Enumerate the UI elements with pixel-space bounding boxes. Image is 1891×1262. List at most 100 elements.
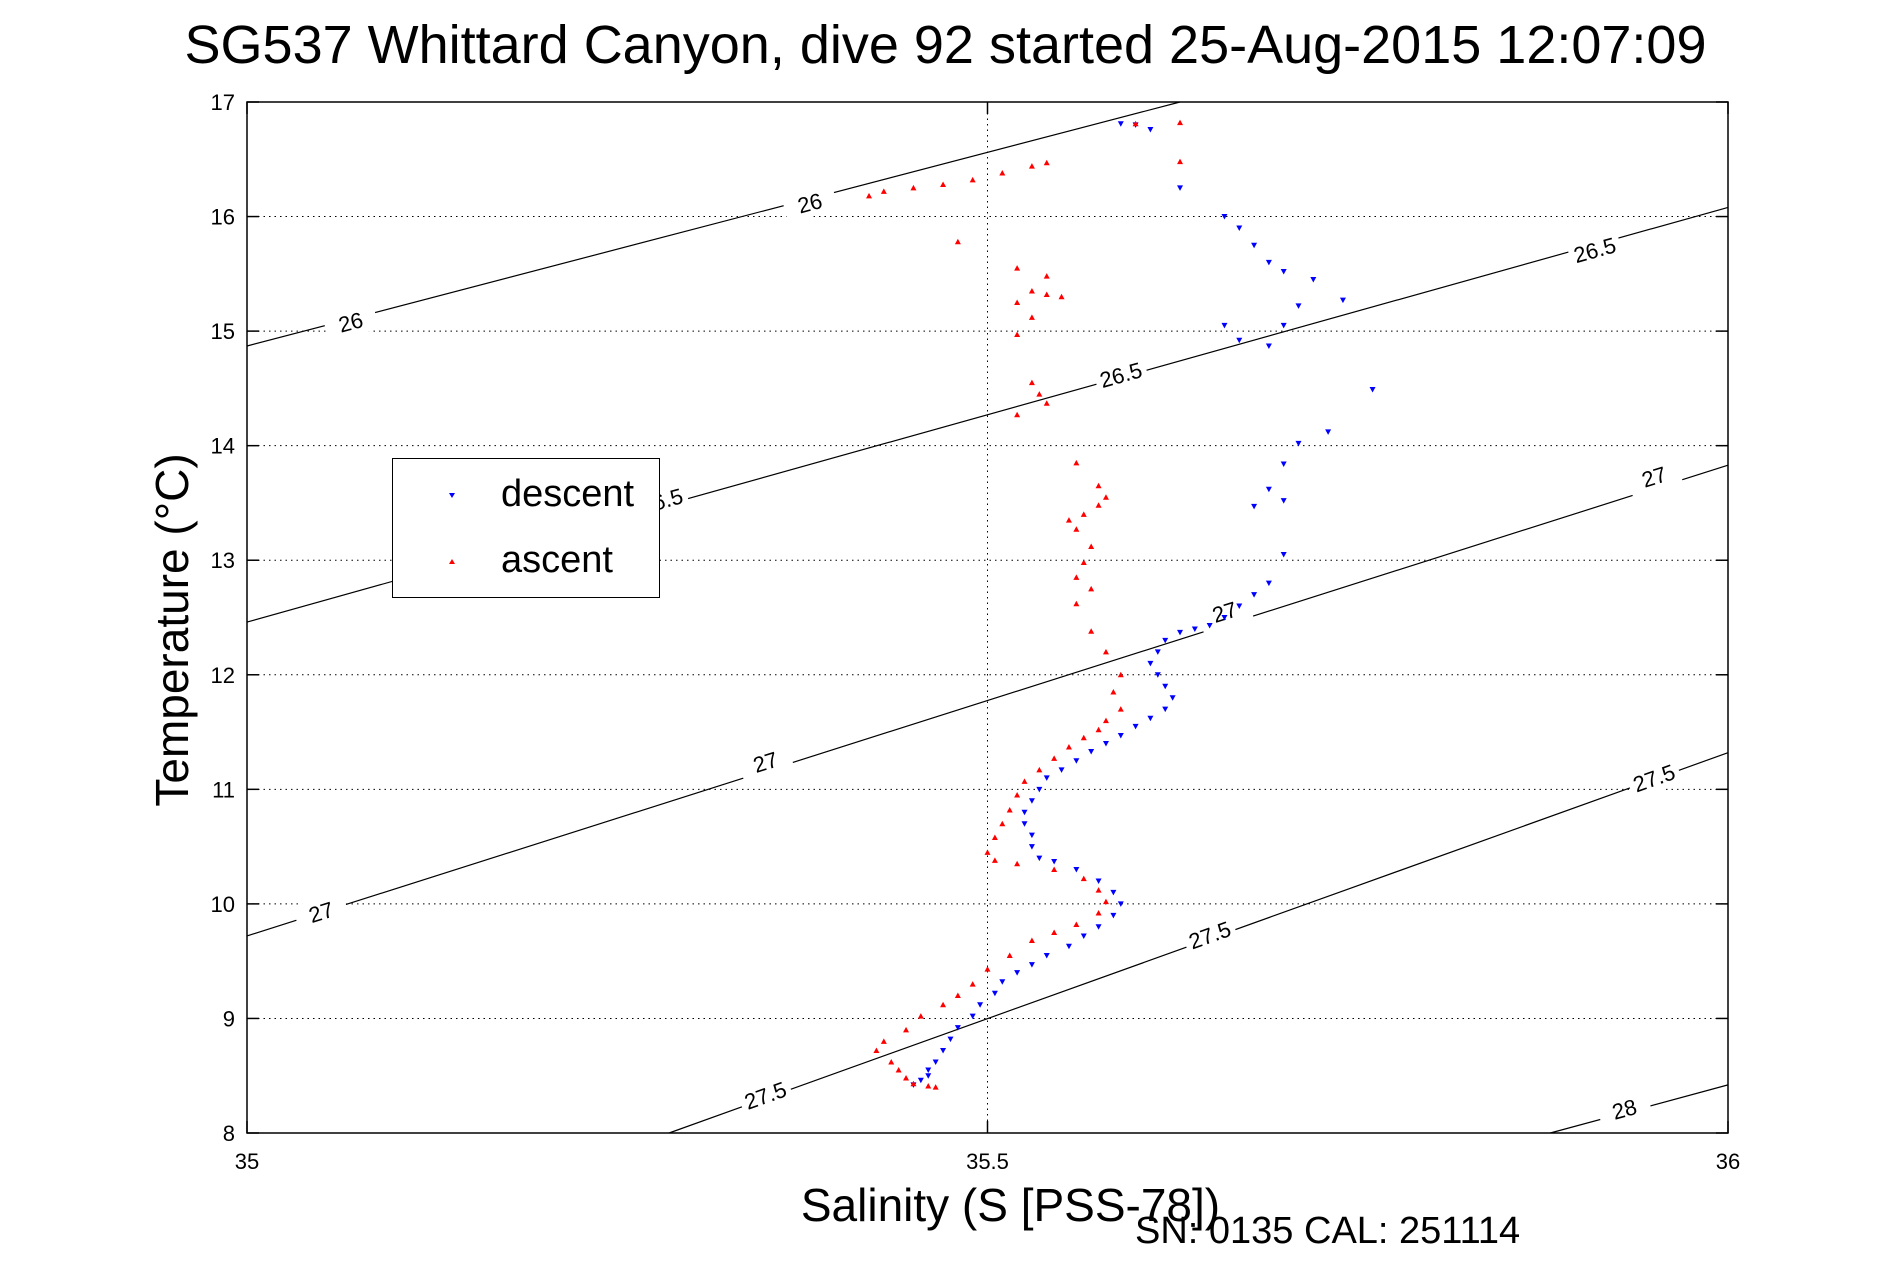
data-point-ascent [888,1058,895,1065]
data-point-ascent [1073,574,1080,580]
data-point-descent [1117,901,1124,907]
x-axis-label: Salinity (S [PSS-78]) [800,1179,1221,1231]
axis-ticks: 35 35.5 36 8 9 10 11 12 13 14 15 16 17 [211,90,1741,1174]
data-point-descent [1147,715,1154,722]
data-point-descent [1191,626,1198,632]
data-point-ascent [1117,671,1124,678]
data-point-descent [1036,855,1043,862]
data-point-descent [1169,695,1176,701]
data-point-descent [1051,859,1058,865]
data-point-ascent [895,1066,902,1073]
data-point-ascent [1036,766,1043,773]
data-point-descent [1110,912,1117,919]
data-point-ascent [1006,806,1013,813]
data-point-descent [1236,603,1243,610]
grid [247,102,1728,1133]
data-point-ascent [1051,929,1058,936]
data-point-descent [1339,297,1346,304]
contour-line [246,101,1181,347]
data-point-ascent [1132,120,1139,127]
data-point-descent [1280,322,1287,329]
x-tick-label: 35.5 [966,1149,1009,1174]
data-point-descent [1280,269,1287,275]
data-point-ascent [1080,875,1087,882]
data-point-ascent [1065,743,1072,750]
data-point-descent [991,990,998,997]
data-point-descent [1295,303,1302,309]
x-tick-label: 36 [1716,1149,1740,1174]
data-point-descent [977,1002,984,1008]
data-point-descent [1028,962,1035,968]
data-point-ascent [932,1084,939,1090]
data-point-ascent [1014,411,1021,418]
y-tick-label: 15 [211,319,235,344]
data-point-ascent [1028,379,1035,386]
data-point-descent [1021,821,1028,827]
y-tick-label: 14 [211,434,235,459]
data-point-descent [1162,683,1169,690]
ascent-marker-icon [449,559,455,564]
data-point-ascent [1102,717,1109,724]
data-point-ascent [991,857,998,863]
data-point-ascent [903,1026,910,1033]
contour-label: 26 [336,307,366,337]
data-point-descent [1206,623,1213,629]
y-tick-label: 9 [223,1006,235,1031]
data-point-descent [1043,952,1050,959]
data-point-descent [1073,867,1080,873]
y-tick-label: 17 [211,90,235,115]
data-point-ascent [1006,952,1013,958]
data-point-descent [999,979,1006,985]
data-point-descent [1265,343,1272,350]
data-point-ascent [1088,585,1095,592]
contour-label-bg [1624,455,1683,498]
legend-label-ascent: ascent [501,539,613,581]
data-point-ascent [1043,291,1050,297]
data-point-ascent [1073,526,1080,532]
data-point-descent [1095,924,1102,930]
data-point-ascent [1088,543,1095,549]
data-point-descent [1265,259,1272,266]
data-point-ascent [1058,293,1065,300]
data-point-descent [1088,749,1095,755]
data-point-ascent [1102,494,1109,500]
contour-label-bg [1624,755,1684,800]
data-point-ascent [903,1075,910,1081]
y-tick-label: 13 [211,548,235,573]
data-point-descent [1265,580,1272,587]
data-point-descent [1014,970,1021,976]
data-point-descent [1028,832,1035,839]
data-point-ascent [1177,158,1184,165]
data-point-descent [1177,629,1184,636]
contour-label-bg [1091,354,1150,396]
data-point-descent [1095,878,1102,884]
data-point-ascent [1014,265,1021,271]
data-point-ascent [940,181,947,187]
data-point-descent [1028,844,1035,850]
y-tick-label: 11 [212,777,235,802]
data-point-descent [947,1036,954,1043]
data-point-ascent [1095,910,1102,916]
data-point-descent [1154,649,1161,655]
data-point-descent [1147,126,1154,133]
legend-item-ascent: ascent [393,533,659,593]
data-point-ascent [1014,792,1021,798]
data-point-ascent [873,1047,880,1054]
data-point-descent [925,1073,932,1079]
data-point-ascent [999,170,1006,176]
data-point-ascent [1043,273,1050,279]
data-point-ascent [1102,898,1109,905]
data-point-ascent [984,966,991,972]
data-point-ascent [1036,391,1043,397]
data-point-ascent [1051,755,1058,761]
data-point-descent [932,1059,939,1065]
contour-label-bg [1180,912,1239,957]
data-point-descent [1065,943,1072,950]
data-point-ascent [940,1001,947,1008]
data-point-descent [1325,429,1332,435]
data-point-ascent [1028,314,1035,320]
data-point-ascent [1110,688,1117,695]
data-point-descent [1102,741,1109,747]
data-point-descent [925,1067,932,1073]
